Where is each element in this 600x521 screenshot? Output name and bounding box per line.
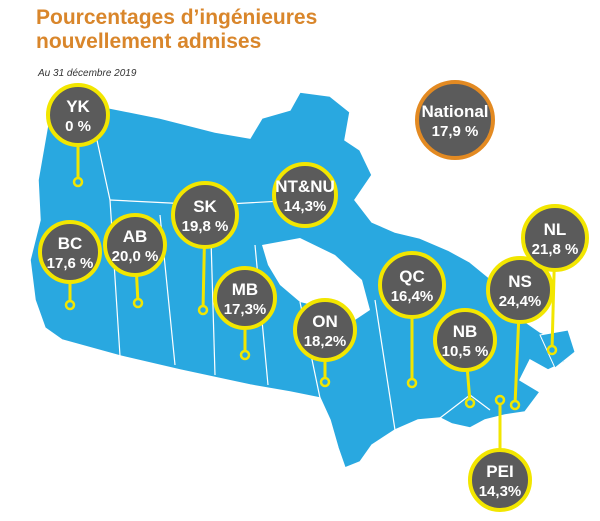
region-code: AB — [123, 227, 148, 246]
region-bubble — [378, 251, 446, 319]
region-bubble — [433, 308, 497, 372]
region-bubble — [38, 220, 102, 284]
region-code: SK — [193, 197, 217, 216]
location-dot — [64, 299, 76, 311]
region-code: NT&NU — [275, 177, 335, 196]
region-bubble — [468, 448, 532, 512]
region-code: PEI — [486, 462, 513, 481]
region-code: QC — [399, 267, 425, 286]
region-code: National — [421, 102, 488, 121]
hudson-bay — [262, 238, 370, 322]
region-value: 16,4% — [391, 288, 434, 305]
location-dot — [464, 397, 476, 409]
region-bubble — [213, 266, 277, 330]
region-value: 17,6 % — [47, 255, 94, 272]
map — [29, 91, 576, 469]
location-dot — [197, 304, 209, 316]
region-value: 14,3% — [284, 198, 327, 215]
region-bubble — [272, 162, 338, 228]
title-line: nouvellement admises — [36, 30, 261, 53]
region-code: BC — [58, 234, 83, 253]
region-bubble — [171, 181, 239, 249]
region-code: NB — [453, 322, 478, 341]
region-value: 0 % — [65, 118, 91, 135]
region-value: 18,2% — [304, 333, 347, 350]
region-value: 17,9 % — [432, 123, 479, 140]
location-dot — [72, 176, 84, 188]
region-bubble — [103, 213, 167, 277]
region-value: 21,8 % — [532, 241, 579, 258]
location-dot — [239, 349, 251, 361]
region-bubble — [486, 256, 554, 324]
location-dot — [319, 376, 331, 388]
region-code: NL — [544, 220, 567, 239]
region-value: 20,0 % — [112, 248, 159, 265]
location-dot — [546, 344, 558, 356]
newfoundland — [539, 329, 576, 369]
location-dot — [509, 399, 521, 411]
region-value: 17,3% — [224, 301, 267, 318]
region-code: NS — [508, 272, 532, 291]
region-bubble — [293, 298, 357, 362]
region-code: ON — [312, 312, 338, 331]
region-code: YK — [66, 97, 90, 116]
region-value: 19,8 % — [182, 218, 229, 235]
region-code: MB — [232, 280, 258, 299]
region-bubble — [415, 80, 495, 160]
region-value: 24,4% — [499, 293, 542, 310]
location-dot — [406, 377, 418, 389]
location-dot — [494, 394, 506, 406]
region-value: 10,5 % — [442, 343, 489, 360]
subtitle: Au 31 décembre 2019 — [37, 68, 137, 79]
markers: YK 0 % BC 17,6 % AB 20,0 % SK 19,8 % NT&NU 14,3% M… — [38, 80, 589, 512]
location-dot — [132, 297, 144, 309]
title-line: Pourcentages d’ingénieures — [36, 6, 317, 29]
region-value: 14,3% — [479, 483, 522, 500]
region-bubble — [46, 83, 110, 147]
region-bubble — [521, 204, 589, 272]
